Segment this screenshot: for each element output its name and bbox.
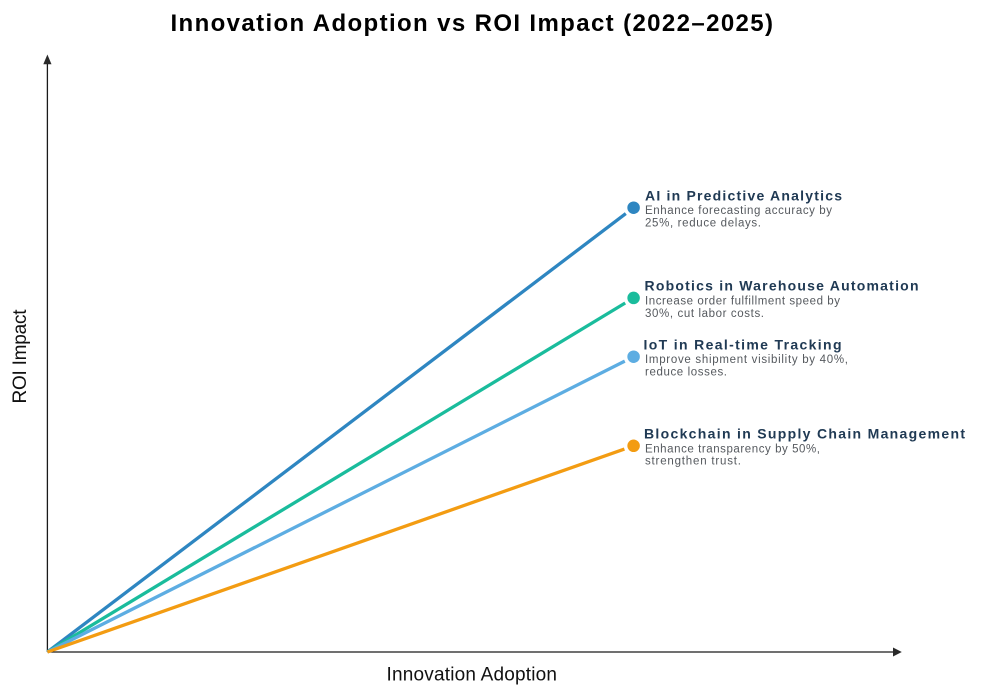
svg-text:IoT in Real-time Tracking: IoT in Real-time Tracking [644,336,842,352]
svg-text:Innovation Adoption vs ROI Imp: Innovation Adoption vs ROI Impact (2022–… [171,10,774,37]
svg-text:30%, cut labor costs.: 30%, cut labor costs. [645,308,764,320]
svg-text:Enhance transparency by 50%,: Enhance transparency by 50%, [645,443,820,455]
svg-text:Blockchain in Supply Chain Man: Blockchain in Supply Chain Management [644,426,965,442]
svg-text:Increase order fulfillment spe: Increase order fulfillment speed by [645,295,840,307]
svg-text:25%, reduce delays.: 25%, reduce delays. [645,218,761,230]
svg-text:Robotics in Warehouse Automati: Robotics in Warehouse Automation [645,278,919,294]
svg-text:Innovation Adoption: Innovation Adoption [387,665,558,686]
svg-text:ROI Impact: ROI Impact [10,309,31,404]
svg-text:AI in Predictive Analytics: AI in Predictive Analytics [645,187,842,203]
svg-text:Improve shipment visibility by: Improve shipment visibility by 40%, [645,354,848,366]
svg-text:reduce losses.: reduce losses. [645,367,727,379]
svg-text:strengthen trust.: strengthen trust. [645,456,741,468]
svg-text:Enhance forecasting accuracy b: Enhance forecasting accuracy by [645,205,832,217]
